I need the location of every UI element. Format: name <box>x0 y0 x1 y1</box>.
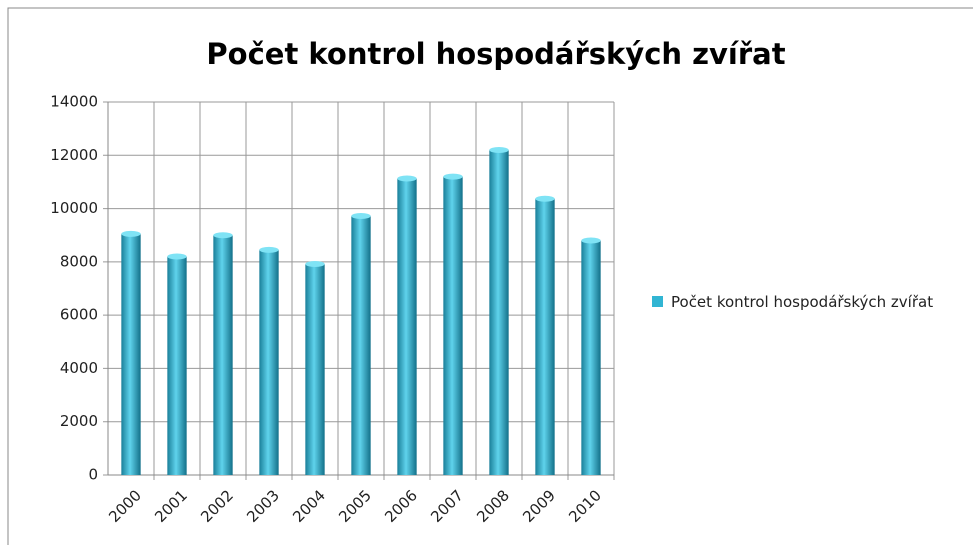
x-tick-label: 2006 <box>381 486 421 526</box>
legend-swatch <box>652 296 663 307</box>
legend: Počet kontrol hospodářských zvířat <box>652 291 970 313</box>
bar <box>305 263 325 475</box>
y-tick-label: 0 <box>88 466 98 484</box>
bar <box>443 176 463 475</box>
bar-cap <box>213 232 233 239</box>
legend-label: Počet kontrol hospodářských zvířat <box>671 293 934 311</box>
x-tick-label: 2002 <box>197 486 237 526</box>
chart-title: Počet kontrol hospodářských zvířat <box>206 37 785 71</box>
x-tick-label: 2001 <box>151 486 191 526</box>
y-tick-label: 8000 <box>60 252 98 270</box>
bar-cap <box>581 237 601 244</box>
x-tick-label: 2008 <box>473 486 513 526</box>
x-tick-label: 2007 <box>427 486 467 526</box>
bar-cap <box>351 213 371 220</box>
y-tick-label: 2000 <box>60 412 98 430</box>
bar <box>535 198 555 476</box>
bar <box>213 235 233 475</box>
y-tick-label: 6000 <box>60 306 98 324</box>
x-tick-label: 2003 <box>243 486 283 526</box>
bar-cap <box>121 230 141 237</box>
bar <box>121 233 141 475</box>
bar <box>259 249 279 475</box>
chart-border <box>7 7 973 545</box>
bar-cap <box>535 195 555 202</box>
x-tick-label: 2009 <box>519 486 559 526</box>
x-tick-label: 2005 <box>335 486 375 526</box>
y-tick-label: 10000 <box>50 199 98 217</box>
bar-cap <box>167 253 187 260</box>
x-tick-label: 2010 <box>565 486 605 526</box>
bar-cap <box>397 175 417 182</box>
x-tick-label: 2000 <box>105 486 145 526</box>
bar <box>397 178 417 475</box>
bar <box>351 216 371 475</box>
bar-cap <box>305 260 325 267</box>
bar <box>489 149 509 475</box>
bar-cap <box>443 173 463 180</box>
bar <box>167 256 187 475</box>
x-tick-label: 2004 <box>289 486 329 526</box>
bar-cap <box>259 246 279 253</box>
y-tick-label: 4000 <box>60 359 98 377</box>
y-tick-label: 12000 <box>50 146 98 164</box>
bar-cap <box>489 146 509 153</box>
y-tick-label: 14000 <box>50 93 98 111</box>
bar <box>581 240 601 475</box>
